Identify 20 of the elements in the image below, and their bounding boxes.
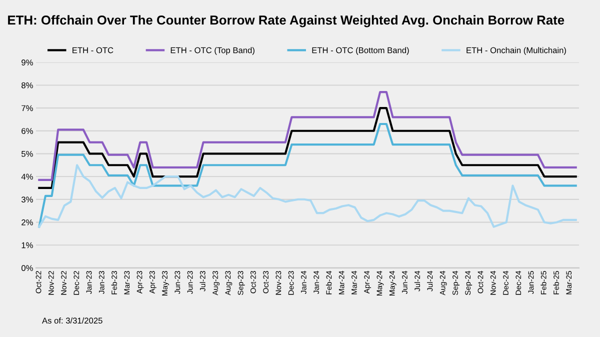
line-series [38, 90, 577, 182]
line-series [38, 122, 577, 228]
text: As of: 3/31/2025 [42, 317, 102, 324]
chart-title: ETH: Offchain Over The Counter Borrow Rate Against Weighted Avg. Onchain Borrow Rate [8, 15, 564, 28]
y-tick-label: 8% [22, 82, 33, 88]
y-tick-label: 4% [21, 174, 33, 180]
y-tick-label: 1% [22, 242, 33, 248]
y-tick-label: 7% [22, 105, 33, 112]
line-series [38, 106, 577, 190]
y-tick-label: 0% [22, 265, 33, 272]
y-tick-label: 2% [22, 219, 33, 226]
legend-label: ETH - OTC (Bottom Band) [312, 47, 409, 55]
legend-label: ETH - Onchain (Multichain) [466, 47, 566, 55]
y-tick-label: 6% [22, 128, 33, 134]
y-tick-label: 5% [22, 150, 33, 157]
y-tick-label: 9% [22, 60, 33, 66]
line-series [38, 164, 577, 228]
y-tick-label: 3% [21, 196, 33, 202]
legend-label: ETH - OTC [72, 47, 114, 54]
legend-label: ETH - OTC (Top Band) [170, 47, 254, 55]
